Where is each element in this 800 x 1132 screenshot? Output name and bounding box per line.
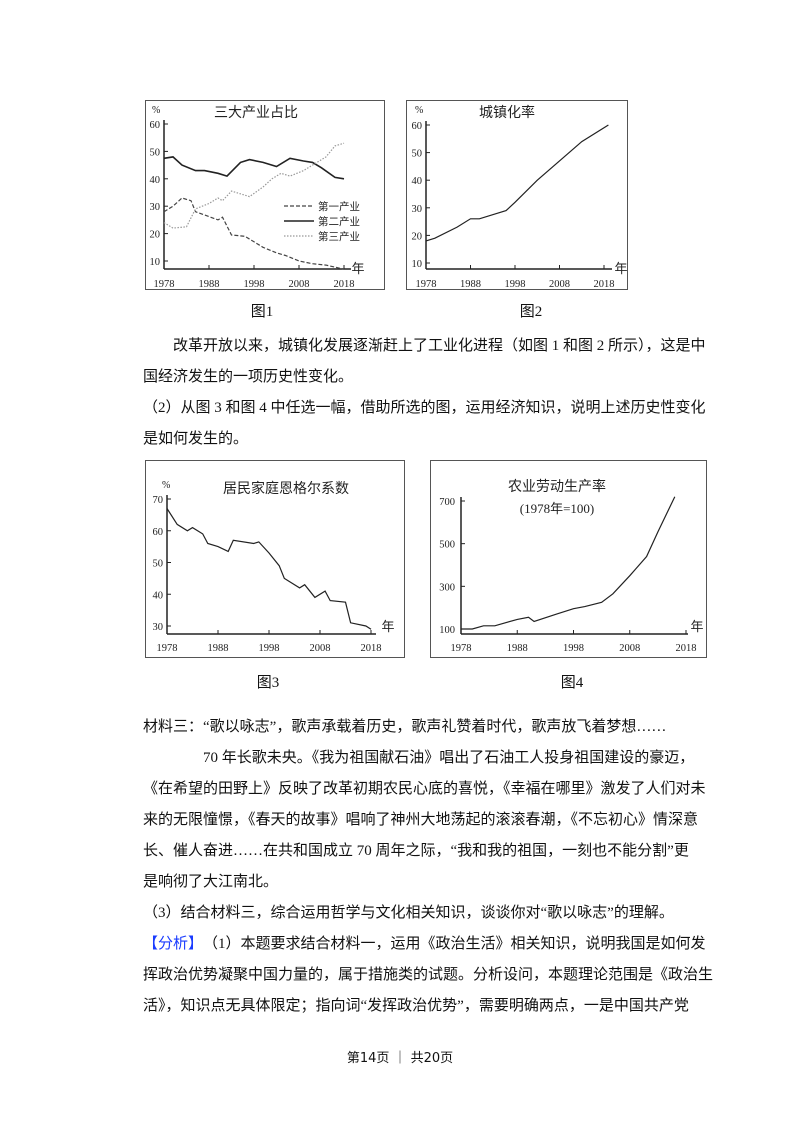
x-axis-unit: 年	[351, 261, 364, 276]
y-tick-label: 30	[412, 204, 423, 215]
y-tick-label: 10	[412, 259, 423, 270]
paragraph-line: 国经济发生的一项历史性变化。	[143, 369, 354, 385]
x-tick-label: 1998	[244, 279, 265, 290]
legend-label: 第二产业	[318, 215, 360, 228]
figure-caption-2: 图2	[519, 304, 543, 320]
y-tick-label: 50	[412, 149, 423, 160]
x-tick-label: 2018	[334, 279, 355, 290]
y-tick-label: 40	[153, 590, 164, 601]
chart-title: 城镇化率	[479, 104, 535, 121]
y-axis-unit: %	[415, 105, 423, 116]
series-line-3	[163, 142, 345, 229]
x-tick-label: 2008	[289, 279, 310, 290]
y-axis-unit: %	[162, 480, 170, 491]
chart-title: 居民家庭恩格尔系数	[223, 480, 349, 497]
x-axis-unit: 年	[381, 619, 394, 634]
chart-industry-share: 1978 1988 1998 2008 2018 10 20 30 40 50 60 三大产业占比% 年…	[145, 100, 385, 290]
legend-label: 第一产业	[318, 200, 360, 213]
y-tick-label: 20	[412, 231, 423, 242]
legend-label: 第三产业	[318, 230, 360, 243]
x-tick-label: 1988	[199, 279, 220, 290]
material-3-line: 长、催人奋进……在共和国成立 70 周年之际，“我和我的祖国，一刻也不能分割”更	[143, 843, 689, 859]
page-footer: 第14页 ｜ 共20页	[346, 1051, 454, 1066]
y-tick-label: 300	[439, 582, 455, 593]
x-tick-label: 2018	[361, 643, 382, 654]
analysis-first-text: （1）本题要求结合材料一，运用《政治生活》相关知识，说明我国是如何发	[203, 936, 706, 952]
y-tick-label: 40	[150, 175, 161, 186]
material-3-heading: 材料三：“歌以咏志”，歌声承载着历史，歌声礼赞着时代，歌声放飞着梦想……	[143, 719, 667, 735]
y-tick-label: 70	[153, 495, 164, 506]
x-tick-label: 1978	[154, 279, 175, 290]
y-tick-label: 30	[153, 622, 164, 633]
series-line-1	[461, 496, 676, 630]
y-tick-label: 60	[153, 527, 164, 538]
x-tick-label: 1988	[507, 643, 528, 654]
analysis-tag: 【分析】	[143, 936, 204, 952]
series-line-1	[166, 508, 372, 630]
analysis-line: 挥政治优势凝聚中国力量的，属于措施类的试题。分析设问，本题理论范围是《政治生	[143, 967, 714, 983]
x-tick-label: 2008	[310, 643, 331, 654]
chart-subtitle: (1978年=100)	[520, 501, 595, 516]
analysis-line: 活》，知识点无具体限定；指向词“发挥政治优势”，需要明确两点，一是中国共产党	[143, 998, 689, 1014]
x-tick-label: 1998	[563, 643, 584, 654]
x-tick-label: 2008	[619, 643, 640, 654]
x-tick-label: 1988	[208, 643, 229, 654]
y-tick-label: 30	[150, 202, 161, 213]
x-axis-unit: 年	[614, 261, 627, 276]
series-line-1	[425, 124, 609, 242]
paragraph-line: 改革开放以来，城镇化发展逐渐赶上了工业化进程（如图 1 和图 2 所示），这是中	[173, 338, 706, 354]
material-3-line: 是响彻了大江南北。	[143, 874, 279, 890]
question-2-line: 是如何发生的。	[143, 431, 249, 447]
x-tick-label: 1998	[259, 643, 280, 654]
y-tick-label: 50	[153, 559, 164, 570]
series-line-2	[163, 156, 345, 180]
y-tick-label: 60	[150, 120, 161, 131]
x-tick-label: 1978	[451, 643, 472, 654]
x-tick-label: 1998	[505, 279, 526, 290]
chart-title: 三大产业占比	[214, 105, 298, 121]
figure-caption-3: 图3	[256, 675, 280, 691]
analysis-line: 【分析】 （1）本题要求结合材料一，运用《政治生活》相关知识，说明我国是如何发	[143, 934, 706, 954]
question-2-line: （2）从图 3 和图 4 中任选一幅，借助所选的图，运用经济知识，说明上述历史性…	[143, 400, 706, 416]
x-tick-label: 1978	[416, 279, 437, 290]
y-tick-label: 10	[150, 257, 161, 268]
series-line-1	[163, 197, 345, 270]
y-tick-label: 20	[150, 230, 161, 241]
y-tick-label: 40	[412, 176, 423, 187]
y-axis-unit: %	[152, 105, 160, 116]
material-3-line: 《在希望的田野上》反映了改革初期农民心底的喜悦，《幸福在哪里》激发了人们对未	[143, 781, 706, 797]
y-tick-label: 100	[439, 625, 455, 636]
x-tick-label: 2018	[594, 279, 615, 290]
x-tick-label: 2008	[549, 279, 570, 290]
material-3-line: 来的无限憧憬，《春天的故事》唱响了神州大地荡起的滚滚春潮，《不忘初心》情深意	[143, 812, 699, 828]
material-3-line: 70 年长歌未央。《我为祖国献石油》唱出了石油工人投身祖国建设的豪迈，	[203, 750, 695, 766]
figure-caption-1: 图1	[250, 304, 274, 320]
figure-caption-4: 图4	[560, 675, 584, 691]
y-tick-label: 50	[150, 147, 161, 158]
x-tick-label: 1988	[460, 279, 481, 290]
x-axis-unit: 年	[690, 619, 703, 634]
y-tick-label: 500	[439, 540, 455, 551]
chart-urbanization-rate: 1978 1988 1998 2008 2018 10 20 30 40 50 60 城镇化率% 年	[406, 100, 628, 290]
chart-title: 农业劳动生产率	[508, 478, 606, 495]
chart-engel-coefficient: 1978 1988 1998 2008 2018 30 40 50 60 70 居民家庭恩格尔系数%…	[145, 460, 405, 658]
x-tick-label: 1978	[157, 643, 178, 654]
y-tick-label: 60	[412, 121, 423, 132]
chart-agri-productivity: 1978 1988 1998 2008 2018 100 300 500 700 农业劳动生产率 (…	[430, 460, 707, 658]
question-3: （3）结合材料三，综合运用哲学与文化相关知识，谈谈你对“歌以咏志”的理解。	[143, 905, 674, 921]
y-tick-label: 700	[439, 497, 455, 508]
x-tick-label: 2018	[676, 643, 697, 654]
